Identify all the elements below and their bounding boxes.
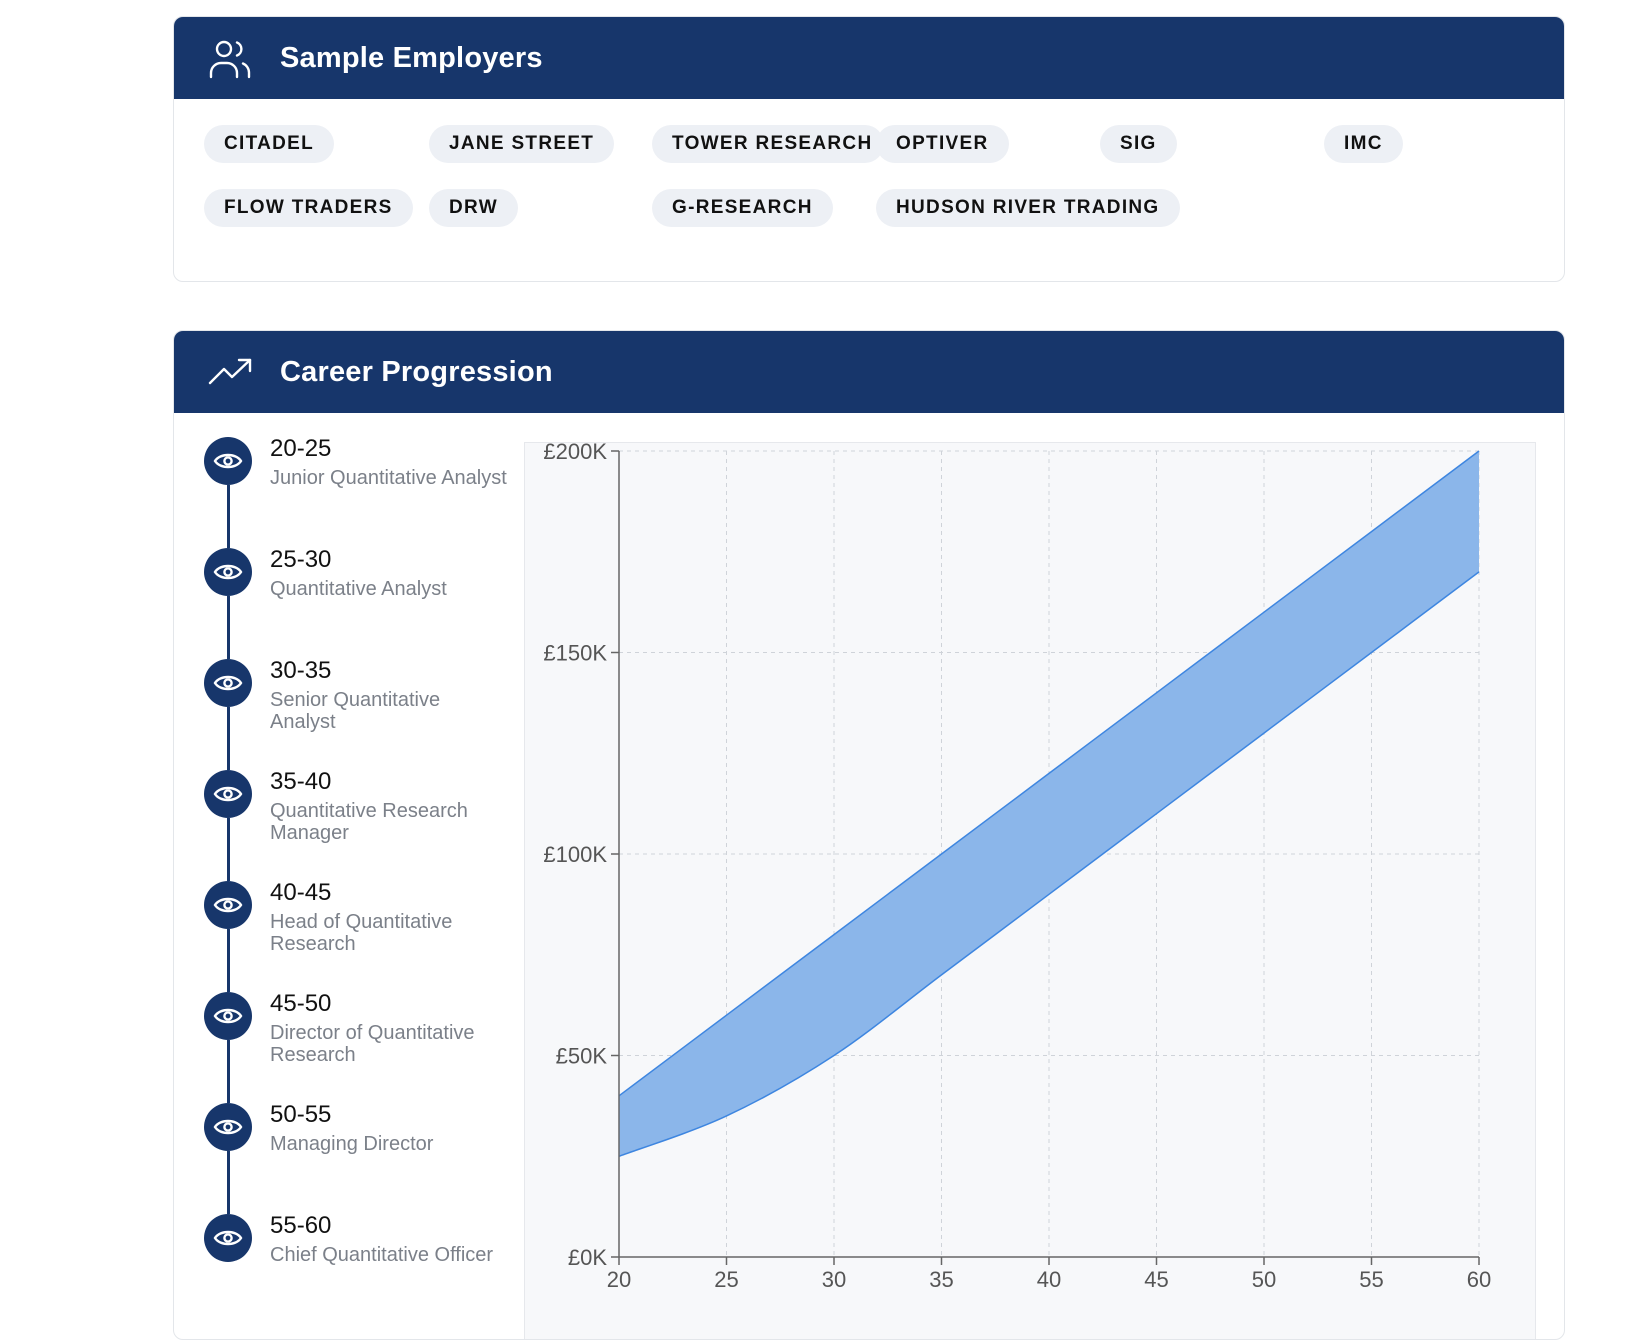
- stage-title: Quantitative Research Manager: [270, 800, 468, 844]
- employer-chip: SIG: [1100, 125, 1177, 163]
- x-tick-label: 50: [1252, 1267, 1276, 1292]
- employer-chip: G-RESEARCH: [652, 189, 833, 227]
- eye-icon[interactable]: [204, 1214, 252, 1262]
- timeline-connector: [227, 1151, 230, 1214]
- career-progression-header: Career Progression: [174, 331, 1564, 413]
- x-tick-label: 55: [1359, 1267, 1383, 1292]
- salary-chart: £0K £50K £100K £150K £200K 20 25 30 35 40 45 50 55 60: [524, 439, 1536, 1339]
- series-line-max-salary: [618, 450, 1480, 1097]
- career-progression-card: Career Progression 20-25 Junior Quantita…: [173, 330, 1565, 1340]
- stage-title: Chief Quantitative Officer: [270, 1244, 494, 1266]
- eye-icon[interactable]: [204, 1103, 252, 1151]
- employer-chip: TOWER RESEARCH CAPITAL: [652, 125, 884, 163]
- stage-age-range: 30-35: [270, 657, 332, 684]
- salary-range-band: [619, 451, 1479, 1157]
- stage-age-range: 25-30: [270, 546, 332, 573]
- x-tick-label: 40: [1037, 1267, 1061, 1292]
- eye-icon[interactable]: [204, 770, 252, 818]
- x-tick-label: 60: [1467, 1267, 1491, 1292]
- employer-chip: JANE STREET: [429, 125, 615, 163]
- series-line-min-salary: [618, 571, 1480, 1157]
- timeline-connector: [227, 485, 230, 548]
- x-tick-label: 30: [822, 1267, 846, 1292]
- eye-icon[interactable]: [204, 992, 252, 1040]
- timeline-connector: [227, 707, 230, 770]
- timeline-connector: [227, 1040, 230, 1103]
- employer-chip: OPTIVER: [876, 125, 1009, 163]
- x-tick-label: 20: [607, 1267, 631, 1292]
- salary-chart-svg: £0K £50K £100K £150K £200K 20 25 30 35 40 45 50 55 60: [543, 439, 1491, 1292]
- stage-title: Director of Quantitative Research: [270, 1022, 475, 1066]
- stage-age-range: 40-45: [270, 879, 332, 906]
- stage-title: Quantitative Analyst: [270, 578, 447, 600]
- y-tick-label: £100K: [543, 842, 607, 867]
- employer-chip: FLOW TRADERS: [204, 189, 413, 227]
- employer-chip-list: CITADEL JANE STREET TOWER RESEARCH CAPIT…: [174, 99, 1564, 281]
- eye-icon[interactable]: [204, 548, 252, 596]
- stage-age-range: 45-50: [270, 990, 332, 1017]
- y-tick-label: £50K: [556, 1044, 608, 1069]
- employer-chip: CITADEL: [204, 125, 335, 163]
- sample-employers-card: Sample Employers CITADEL JANE STREET TOW…: [173, 16, 1565, 282]
- stage-age-range: 55-60: [270, 1212, 332, 1239]
- x-tick-label: 35: [929, 1267, 953, 1292]
- y-tick-label: £150K: [543, 641, 607, 666]
- trending-up-icon: [206, 348, 254, 396]
- stage-age-range: 50-55: [270, 1101, 332, 1128]
- y-tick-label: £0K: [568, 1245, 607, 1270]
- stage-age-range: 35-40: [270, 768, 332, 795]
- employer-chip: DRW: [429, 189, 518, 227]
- eye-icon[interactable]: [204, 881, 252, 929]
- stage-title: Senior Quantitative Analyst: [270, 689, 441, 733]
- stage-title: Head of Quantitative Research: [270, 911, 453, 955]
- timeline-connector: [227, 596, 230, 659]
- stage-title: Managing Director: [270, 1133, 434, 1155]
- sample-employers-title: Sample Employers: [280, 41, 543, 74]
- users-icon: [206, 34, 254, 82]
- employer-chip: IMC: [1324, 125, 1403, 163]
- x-tick-label: 45: [1144, 1267, 1168, 1292]
- eye-icon[interactable]: [204, 437, 252, 485]
- eye-icon[interactable]: [204, 659, 252, 707]
- employer-chip: HUDSON RIVER TRADING: [876, 189, 1180, 227]
- stage-age-range: 20-25: [270, 435, 332, 462]
- x-tick-label: 25: [714, 1267, 738, 1292]
- timeline-connector: [227, 929, 230, 992]
- y-tick-label: £200K: [543, 443, 607, 464]
- sample-employers-header: Sample Employers: [174, 17, 1564, 99]
- stage-title: Junior Quantitative Analyst: [270, 467, 507, 489]
- career-progression-title: Career Progression: [280, 355, 553, 388]
- timeline-connector: [227, 818, 230, 881]
